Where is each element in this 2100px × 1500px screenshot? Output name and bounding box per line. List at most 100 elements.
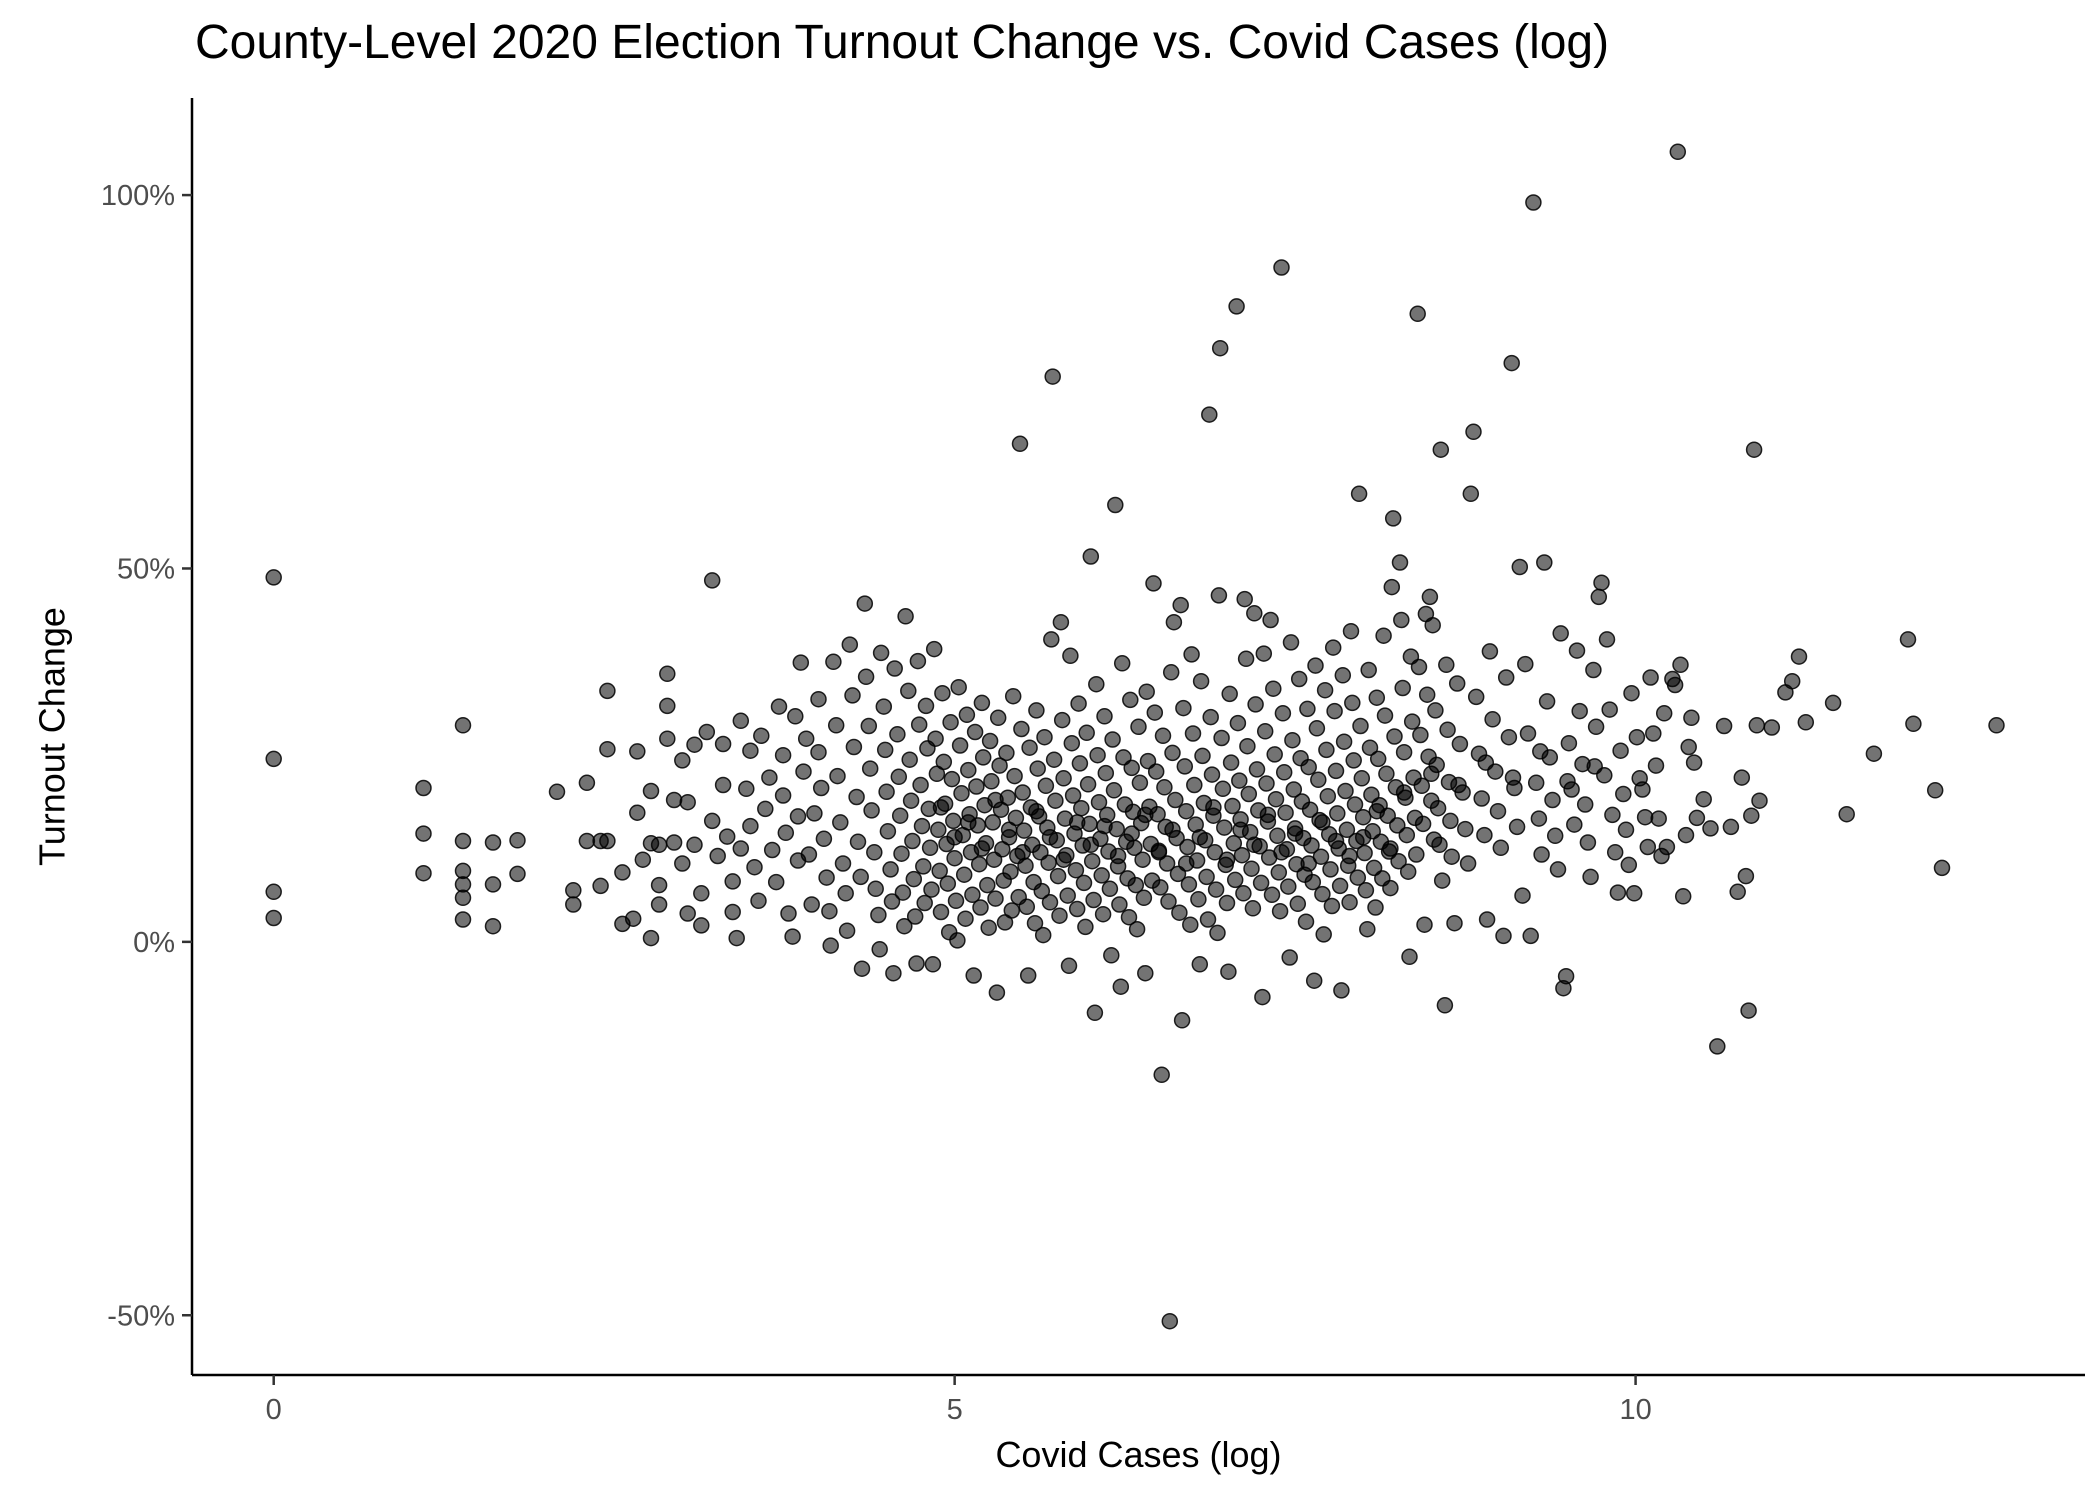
data-point — [1354, 808, 1372, 826]
data-point — [1576, 796, 1594, 813]
data-point — [946, 829, 963, 846]
data-point — [1571, 702, 1588, 720]
data-point — [1722, 818, 1740, 836]
data-point — [879, 823, 897, 840]
data-point — [1617, 821, 1635, 839]
data-point — [1014, 784, 1031, 801]
data-point — [1270, 864, 1288, 881]
data-point — [896, 917, 913, 935]
data-point — [1259, 806, 1277, 824]
data-point — [818, 869, 835, 886]
data-point — [629, 804, 646, 821]
data-point — [1439, 721, 1456, 739]
data-point — [578, 832, 596, 850]
data-point — [792, 654, 810, 671]
data-point — [934, 684, 951, 702]
data-point — [1290, 670, 1308, 688]
data-point — [265, 883, 282, 901]
data-point — [1177, 802, 1195, 820]
data-point — [1465, 423, 1482, 441]
data-point — [1300, 855, 1317, 872]
data-point — [1224, 797, 1241, 815]
data-point — [774, 787, 792, 804]
data-point — [1082, 836, 1100, 854]
data-point — [1443, 848, 1460, 865]
data-point — [1271, 902, 1289, 920]
data-point — [1172, 596, 1189, 614]
data-point — [1218, 851, 1236, 868]
data-point — [1273, 844, 1290, 861]
data-point — [1040, 854, 1057, 871]
data-point — [1634, 781, 1651, 798]
data-point — [1361, 739, 1379, 756]
data-point — [1186, 776, 1203, 794]
data-point — [1436, 997, 1454, 1014]
data-point — [1120, 908, 1138, 926]
data-point — [935, 753, 953, 771]
data-point — [1926, 782, 1944, 799]
data-point — [991, 757, 1008, 774]
data-point — [1266, 746, 1283, 763]
data-point — [973, 840, 991, 857]
data-point — [1418, 686, 1436, 703]
data-point — [1226, 871, 1244, 889]
data-point — [1737, 867, 1755, 885]
data-point — [686, 836, 703, 854]
data-point — [998, 744, 1015, 762]
data-point — [1748, 717, 1766, 734]
data-point — [1582, 868, 1599, 886]
data-point — [958, 706, 976, 724]
data-point — [980, 919, 997, 936]
data-point — [909, 652, 927, 670]
data-point — [1156, 779, 1173, 796]
data-point — [784, 928, 801, 945]
data-point — [1356, 844, 1373, 862]
data-point — [966, 723, 984, 741]
data-point — [825, 653, 842, 671]
data-point — [988, 984, 1006, 1001]
data-point — [1378, 765, 1395, 783]
data-point — [1131, 774, 1149, 792]
data-point — [1647, 757, 1665, 774]
data-point — [1389, 817, 1406, 834]
data-point — [960, 761, 977, 779]
data-point — [1733, 769, 1751, 786]
data-point — [1237, 650, 1255, 668]
data-point — [1467, 688, 1485, 706]
data-point — [1225, 835, 1243, 852]
data-point — [930, 821, 947, 839]
data-point — [1552, 625, 1569, 642]
data-point — [1341, 894, 1358, 911]
data-point — [950, 678, 967, 696]
data-point — [1473, 790, 1490, 807]
data-point — [1593, 574, 1610, 591]
data-point — [827, 717, 845, 734]
data-point — [1158, 855, 1176, 872]
data-point — [1243, 860, 1260, 877]
data-point — [1070, 695, 1087, 712]
data-point — [693, 917, 710, 934]
data-point — [1585, 661, 1602, 679]
data-point — [1220, 963, 1237, 980]
data-point — [1557, 967, 1575, 985]
data-point — [1036, 728, 1053, 746]
data-point — [1090, 793, 1108, 811]
data-point — [916, 894, 933, 912]
data-point — [484, 834, 502, 851]
data-point — [957, 910, 974, 927]
data-point — [955, 866, 973, 883]
data-point — [1451, 735, 1469, 753]
data-point — [509, 865, 526, 883]
data-point — [915, 858, 932, 875]
data-point — [1338, 821, 1356, 839]
data-point — [1899, 631, 1917, 648]
data-point — [1033, 882, 1051, 900]
data-point — [1088, 675, 1105, 693]
data-point — [1218, 894, 1236, 912]
data-point — [1538, 693, 1556, 710]
data-point — [1500, 728, 1518, 746]
data-point — [1281, 949, 1298, 966]
data-point — [1201, 406, 1218, 423]
data-point — [1409, 305, 1426, 323]
data-point — [906, 908, 924, 925]
